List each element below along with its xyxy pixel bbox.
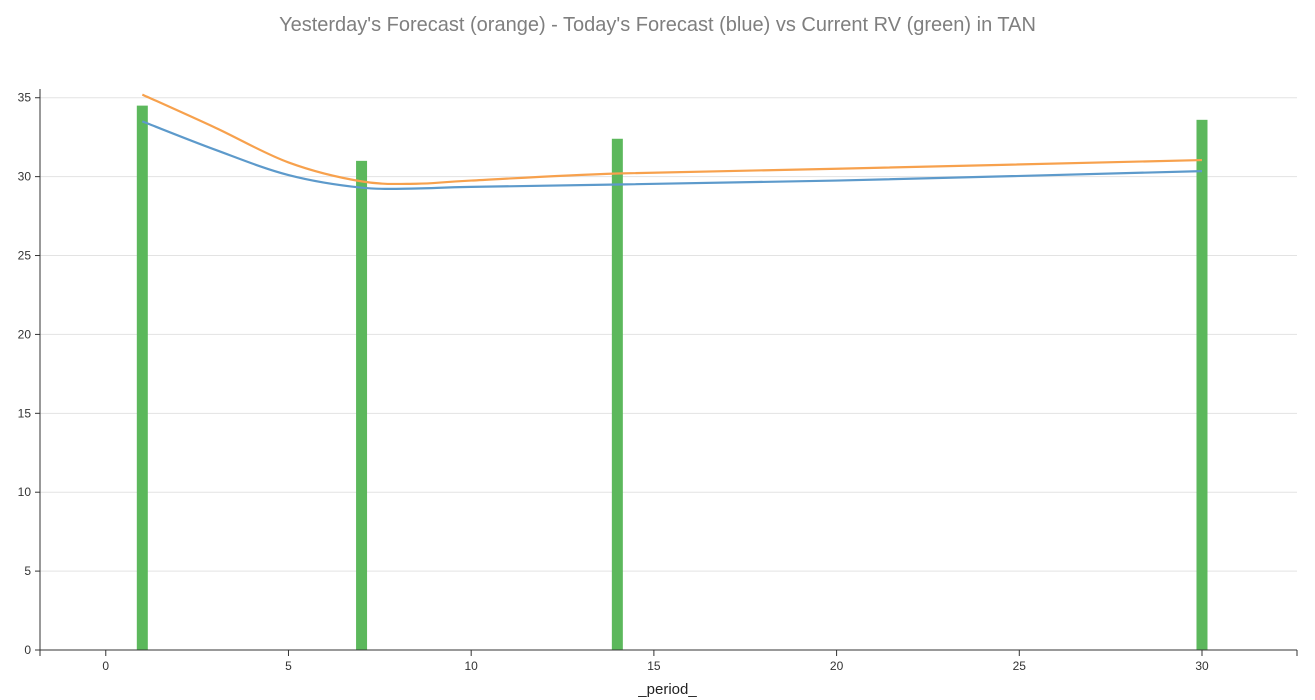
x-tick-label: 15 xyxy=(647,659,661,673)
series-line-orange xyxy=(141,93,1203,186)
bars xyxy=(136,105,1208,651)
bar xyxy=(356,160,368,650)
y-tick-label: 30 xyxy=(18,170,32,184)
y-tick-label: 5 xyxy=(24,564,31,578)
bar xyxy=(611,138,623,650)
axes: 0 5 10 15 20 25 30 35 0 5 10 15 20 25 30 xyxy=(18,89,1298,673)
chart-title: Yesterday's Forecast (orange) - Today's … xyxy=(279,14,1036,36)
x-tick-label: 0 xyxy=(102,659,109,673)
x-tick-label: 20 xyxy=(830,659,844,673)
y-tick-label: 0 xyxy=(24,643,31,657)
series-lines xyxy=(141,93,1203,191)
gridlines xyxy=(40,97,1297,572)
x-tick-label: 25 xyxy=(1013,659,1027,673)
y-tick-label: 15 xyxy=(18,406,32,420)
bar xyxy=(136,105,148,650)
y-tick-label: 10 xyxy=(18,485,32,499)
bar xyxy=(1196,119,1208,651)
y-tick-label: 35 xyxy=(18,91,32,105)
x-tick-label: 5 xyxy=(285,659,292,673)
series-line-blue xyxy=(141,120,1203,191)
y-tick-label: 25 xyxy=(18,249,32,263)
x-tick-label: 10 xyxy=(465,659,479,673)
x-axis-title: _period_ xyxy=(637,681,697,698)
x-tick-label: 30 xyxy=(1195,659,1209,673)
y-tick-label: 20 xyxy=(18,327,32,341)
